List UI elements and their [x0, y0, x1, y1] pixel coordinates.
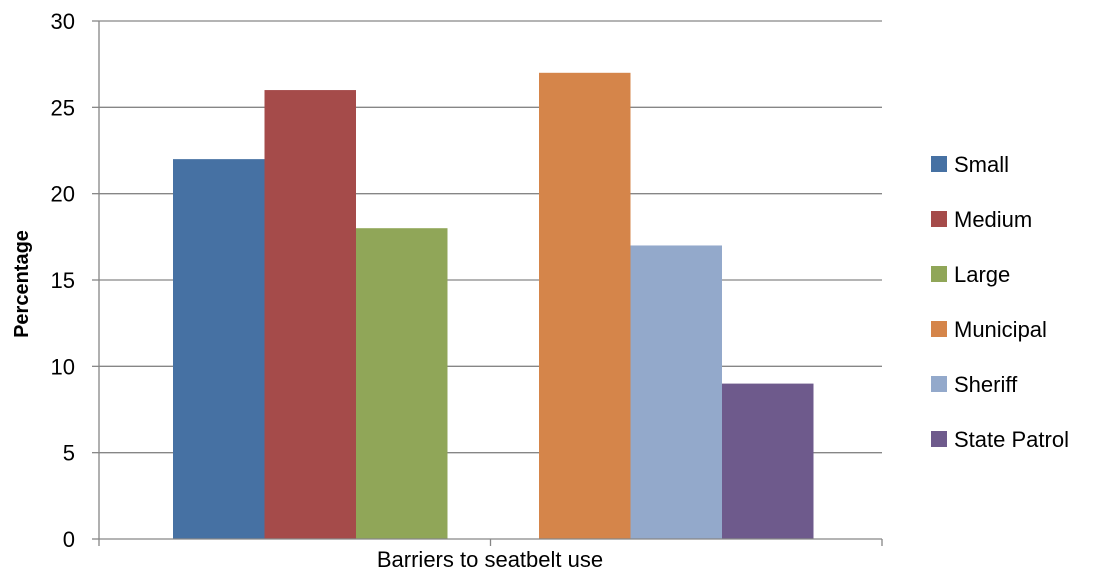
legend-label: Large [954, 262, 1010, 287]
bar-medium [264, 90, 356, 540]
legend-label: Municipal [954, 317, 1047, 342]
legend-swatch [931, 431, 947, 447]
x-axis-title: Barriers to seatbelt use [377, 547, 603, 572]
y-tick-labels: 0 5 10 15 20 25 30 [51, 9, 75, 552]
legend-swatch [931, 376, 947, 392]
legend-label: State Patrol [954, 427, 1069, 452]
y-tick-label: 5 [63, 441, 75, 466]
y-tick-label: 25 [51, 95, 75, 120]
legend-label: Sheriff [954, 372, 1018, 397]
bar-state-patrol [722, 383, 814, 539]
bar-sheriff [630, 245, 722, 539]
legend-swatch [931, 321, 947, 337]
y-tick-label: 20 [51, 182, 75, 207]
y-tick-label: 10 [51, 354, 75, 379]
bars [173, 72, 814, 540]
axes [98, 21, 883, 546]
bar-municipal [539, 72, 631, 540]
legend-label: Small [954, 152, 1009, 177]
legend-label: Medium [954, 207, 1032, 232]
legend-swatch [931, 156, 947, 172]
legend-swatch [931, 266, 947, 282]
legend-swatch [931, 211, 947, 227]
y-tick-label: 30 [51, 9, 75, 34]
bar-small [173, 159, 265, 539]
legend: Small Medium Large Municipal Sheriff State Pa… [931, 152, 1069, 452]
bar-large [356, 228, 448, 539]
y-tick-label: 15 [51, 268, 75, 293]
y-axis-title: Percentage [11, 230, 33, 338]
y-tick-label: 0 [63, 527, 75, 552]
